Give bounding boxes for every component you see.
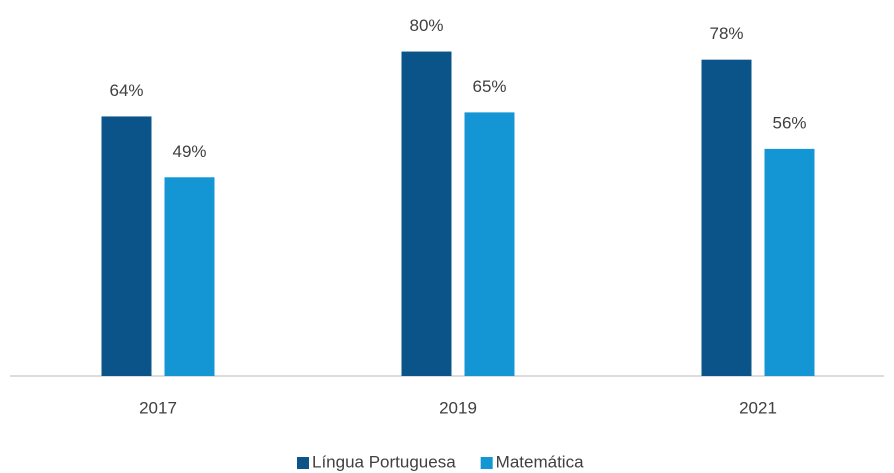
legend-swatch — [297, 457, 309, 469]
data-label: 56% — [772, 113, 806, 132]
data-label: 65% — [472, 77, 506, 96]
bar — [464, 112, 515, 376]
bar — [701, 59, 752, 377]
legend-label: Língua Portuguesa — [312, 452, 456, 471]
data-label: 64% — [109, 81, 143, 100]
data-label: 80% — [409, 16, 443, 35]
bar — [764, 148, 815, 376]
x-tick-label: 2019 — [439, 398, 477, 417]
legend-label: Matemática — [496, 452, 584, 471]
bar — [101, 116, 152, 376]
bar — [401, 51, 452, 377]
x-tick-label: 2017 — [139, 398, 177, 417]
legend-swatch — [480, 457, 493, 469]
data-label: 78% — [709, 24, 743, 43]
x-tick-label: 2021 — [739, 398, 777, 417]
bar — [164, 177, 215, 376]
data-label: 49% — [172, 142, 206, 161]
